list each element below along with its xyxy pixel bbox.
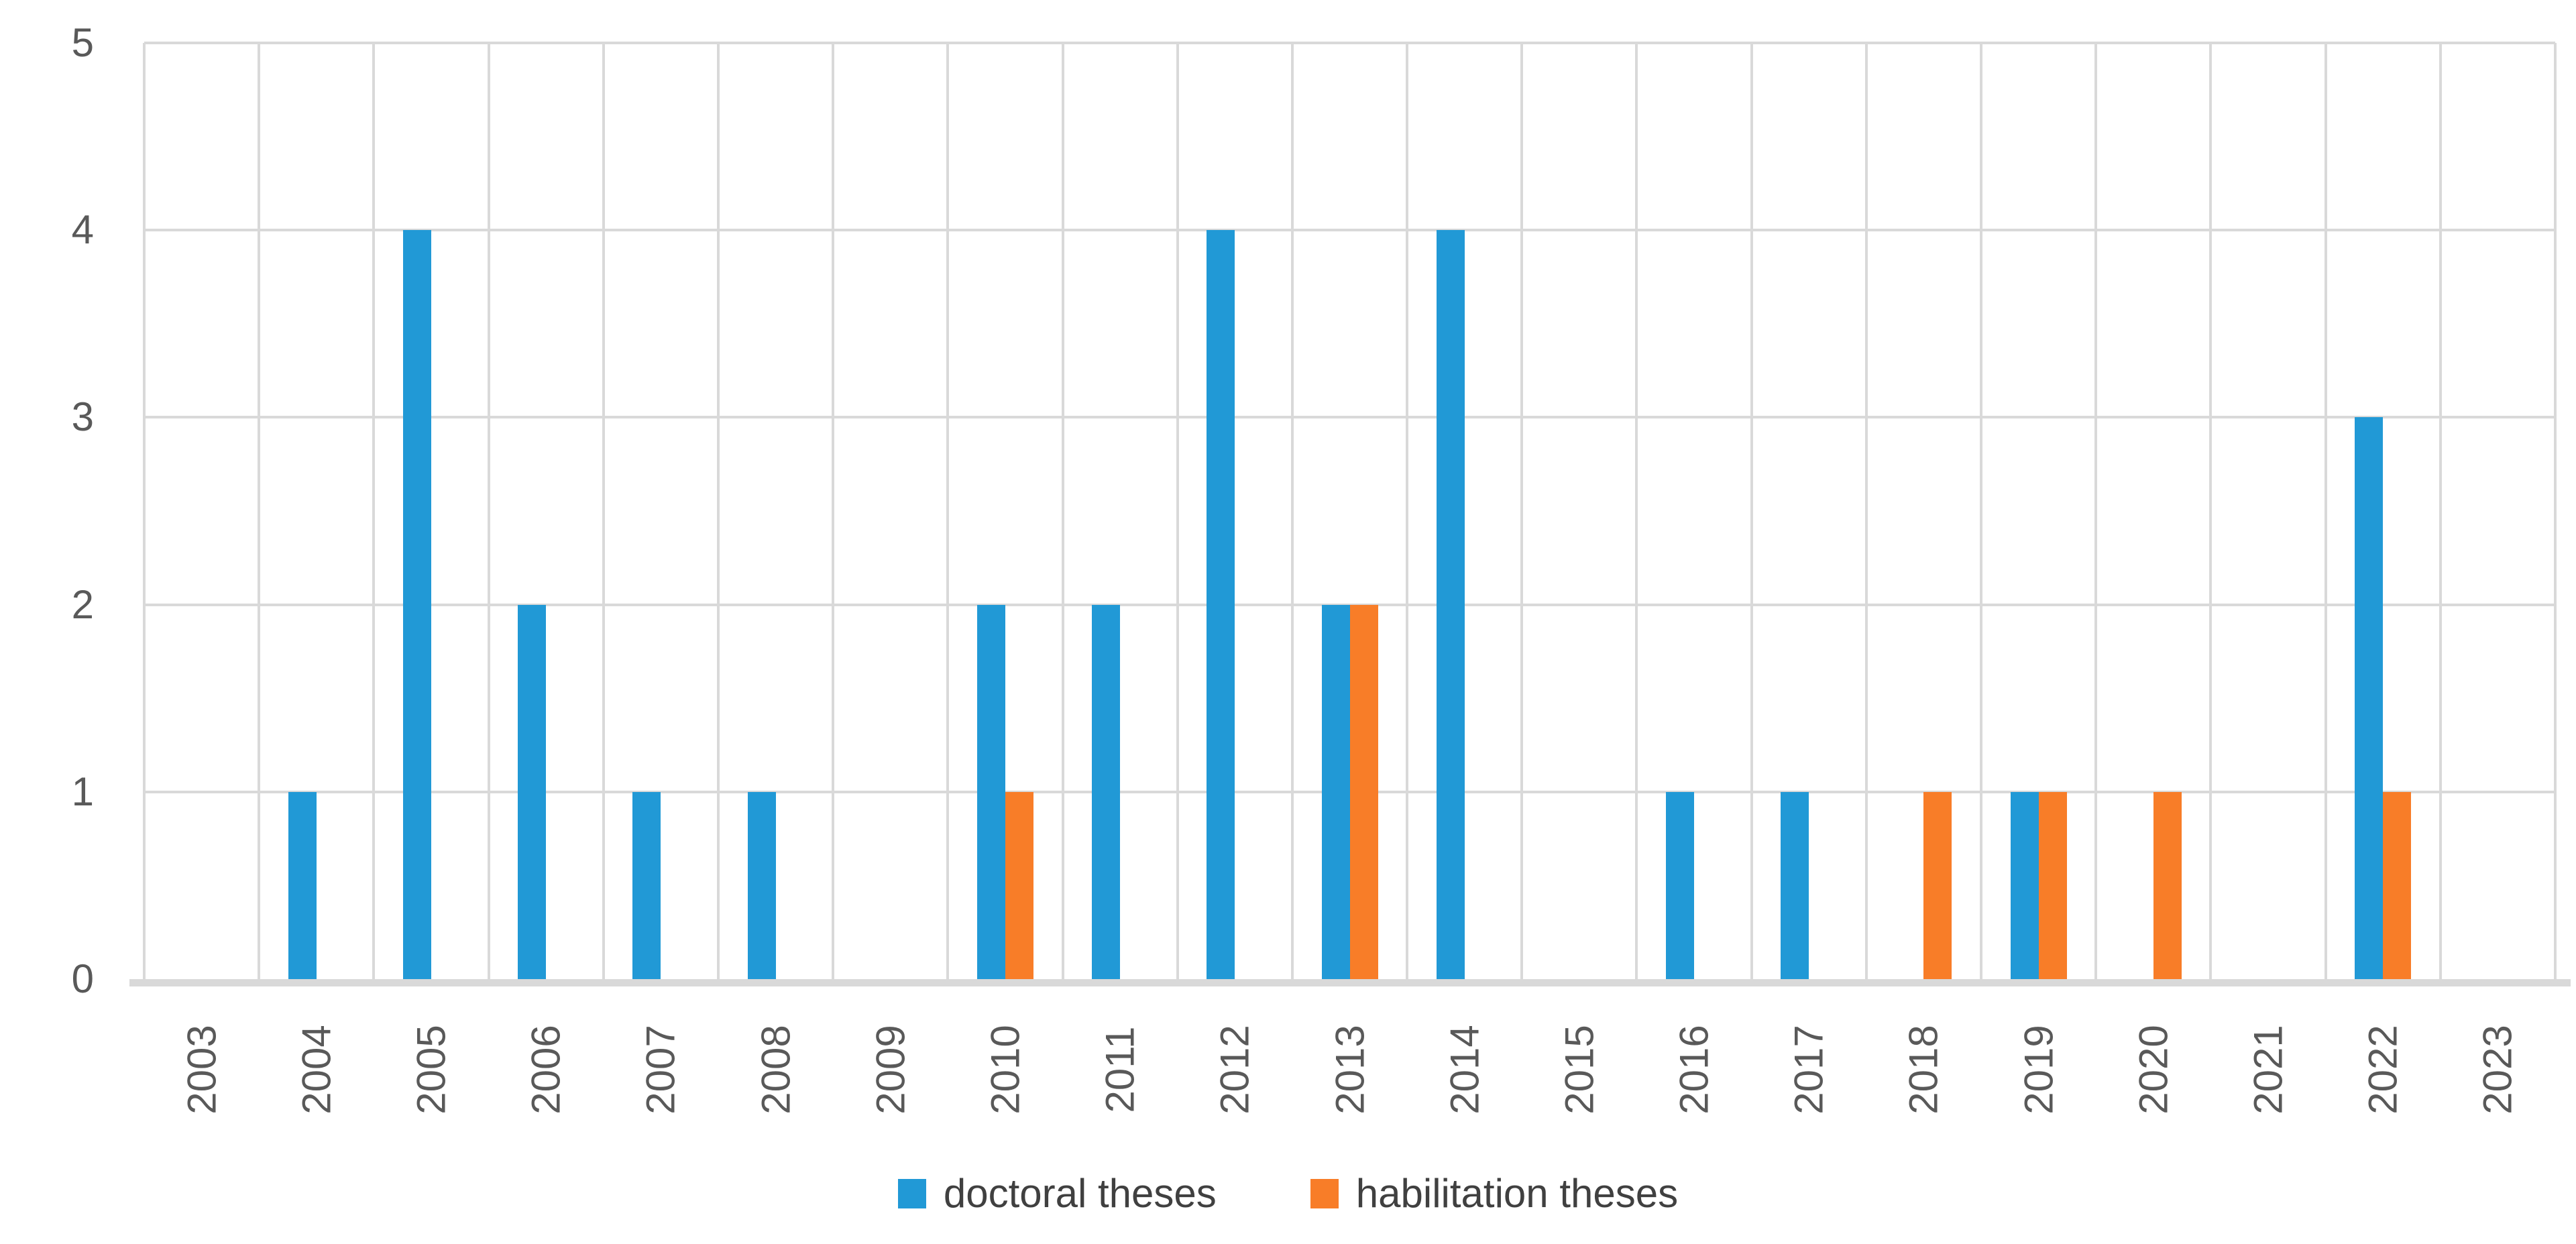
bar-habilitation-2020 <box>2153 791 2182 979</box>
bar-doctoral-2010 <box>976 604 1005 979</box>
legend-label-habilitation-theses: habilitation theses <box>1355 1171 1679 1216</box>
gridline-vertical <box>1750 43 1753 979</box>
bar-doctoral-2005 <box>402 230 431 979</box>
y-axis-label: 4 <box>71 207 94 253</box>
x-axis-label: 2016 <box>1671 1025 1717 1115</box>
gridline-horizontal <box>144 416 2555 419</box>
gridline-vertical <box>2554 43 2557 979</box>
gridline-vertical <box>1520 43 1524 979</box>
bar-habilitation-2022 <box>2383 791 2412 979</box>
gridline-vertical <box>1061 43 1064 979</box>
gridline-vertical <box>2094 43 2098 979</box>
bar-doctoral-2014 <box>1436 230 1465 979</box>
gridline-vertical <box>1635 43 1638 979</box>
x-axis-label: 2018 <box>1901 1025 1946 1115</box>
y-axis-label: 5 <box>71 20 94 65</box>
y-axis-label: 2 <box>71 581 94 627</box>
x-axis-label: 2019 <box>2016 1025 2062 1115</box>
x-axis-label: 2021 <box>2245 1025 2291 1115</box>
gridline-horizontal <box>144 229 2555 232</box>
x-axis-label: 2017 <box>1786 1025 1832 1115</box>
gridline-vertical <box>1864 43 1868 979</box>
gridline-vertical <box>1290 43 1294 979</box>
gridline-vertical <box>832 43 835 979</box>
bar-doctoral-2022 <box>2355 417 2384 979</box>
y-axis-label: 1 <box>71 769 94 814</box>
legend-item-doctoral-theses: doctoral theses <box>897 1170 1217 1217</box>
gridline-vertical <box>946 43 950 979</box>
x-axis-label: 2014 <box>1442 1025 1488 1115</box>
x-axis-label: 2010 <box>983 1025 1028 1115</box>
x-axis-label: 2011 <box>1097 1026 1143 1113</box>
bar-doctoral-2011 <box>1092 604 1121 979</box>
bar-habilitation-2010 <box>1005 791 1033 979</box>
x-axis-label: 2003 <box>179 1025 225 1115</box>
x-axis-label: 2020 <box>2131 1025 2176 1115</box>
x-axis-label: 2009 <box>868 1025 913 1115</box>
gridline-vertical <box>258 43 261 979</box>
legend-item-habilitation-theses: habilitation theses <box>1310 1170 1678 1217</box>
x-axis-label: 2022 <box>2360 1025 2406 1115</box>
x-axis-label: 2006 <box>523 1025 569 1115</box>
y-axis-label: 0 <box>71 956 94 1001</box>
gridline-vertical <box>1980 43 1983 979</box>
x-axis-label: 2007 <box>638 1025 683 1115</box>
gridline-vertical <box>372 43 376 979</box>
bar-habilitation-2013 <box>1349 604 1378 979</box>
gridline-vertical <box>716 43 720 979</box>
bar-doctoral-2004 <box>288 791 317 979</box>
x-axis-label: 2015 <box>1557 1025 1602 1115</box>
y-axis-label: 3 <box>71 394 94 440</box>
bar-doctoral-2017 <box>1781 791 1809 979</box>
gridline-vertical <box>1176 43 1179 979</box>
x-axis-label: 2012 <box>1212 1025 1257 1115</box>
bar-doctoral-2016 <box>1666 791 1695 979</box>
x-axis-label: 2005 <box>408 1025 454 1115</box>
gridline-vertical <box>2324 43 2327 979</box>
bar-habilitation-2018 <box>1923 791 1952 979</box>
legend: doctoral theses habilitation theses <box>0 1170 2576 1217</box>
habilitation-theses-swatch-icon <box>1310 1178 1339 1208</box>
x-axis-label: 2004 <box>294 1025 339 1115</box>
bar-doctoral-2019 <box>2010 791 2039 979</box>
gridline-horizontal <box>144 603 2555 606</box>
bar-habilitation-2019 <box>2038 791 2067 979</box>
legend-label-doctoral-theses: doctoral theses <box>943 1171 1217 1216</box>
gridline-vertical <box>143 43 146 979</box>
gridline-vertical <box>2439 43 2442 979</box>
x-axis-label: 2008 <box>753 1025 799 1115</box>
gridline-vertical <box>487 43 490 979</box>
x-axis-label: 2013 <box>1327 1025 1372 1115</box>
plot-area <box>143 42 2557 979</box>
bar-doctoral-2012 <box>1207 230 1235 979</box>
bar-doctoral-2006 <box>518 604 547 979</box>
x-axis-label: 2023 <box>2475 1025 2520 1115</box>
bar-doctoral-2013 <box>1321 604 1350 979</box>
gridline-vertical <box>2209 43 2213 979</box>
bar-doctoral-2007 <box>632 791 661 979</box>
doctoral-theses-swatch-icon <box>897 1178 926 1208</box>
gridline-vertical <box>602 43 605 979</box>
x-axis-line <box>129 979 2571 986</box>
bar-doctoral-2008 <box>747 791 776 979</box>
gridline-vertical <box>1406 43 1409 979</box>
gridline-horizontal <box>144 42 2555 44</box>
